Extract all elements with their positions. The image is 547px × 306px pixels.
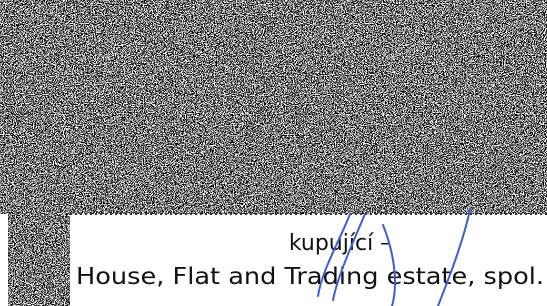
text-box <box>70 214 547 306</box>
noise-left <box>8 185 70 306</box>
noise-top <box>0 0 547 214</box>
page: kupující – House, Flat and Trading estat… <box>0 0 547 306</box>
scan: kupující – House, Flat and Trading estat… <box>0 0 547 306</box>
line-2: House, Flat and Trading estate, spol. <box>76 262 544 290</box>
